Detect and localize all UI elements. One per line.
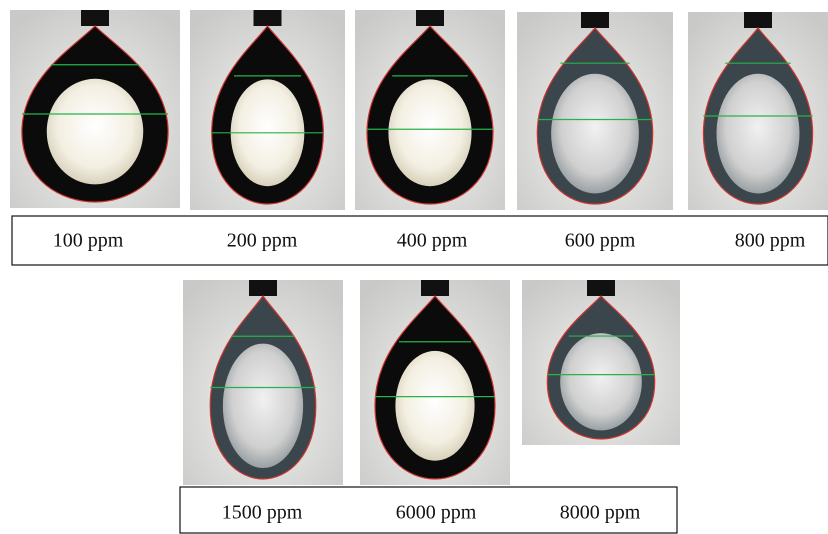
needle <box>421 280 449 296</box>
needle <box>254 10 282 26</box>
needle <box>416 10 444 26</box>
needle <box>587 280 615 296</box>
drop-core <box>560 333 642 430</box>
drop-core <box>388 79 471 186</box>
concentration-label: 200 ppm <box>227 230 298 252</box>
needle <box>249 280 277 296</box>
figure: 100 ppm 200 ppm 400 ppm 600 ppm 800 ppm 1500 … <box>0 0 828 534</box>
drop-image <box>183 280 343 485</box>
concentration-label: 800 ppm <box>735 230 806 252</box>
concentration-label: 100 ppm <box>53 230 124 252</box>
needle <box>81 10 109 26</box>
concentration-label: 600 ppm <box>565 230 636 252</box>
drop-image <box>517 12 673 210</box>
drop-image <box>522 280 680 445</box>
concentration-label: 400 ppm <box>397 230 468 252</box>
concentration-label: 6000 ppm <box>396 502 477 524</box>
drop-core <box>47 79 143 185</box>
drop-core <box>717 74 800 194</box>
drop-core <box>395 351 474 461</box>
needle <box>581 12 609 28</box>
drop-core <box>223 344 303 468</box>
needle <box>744 12 772 28</box>
drop-image <box>190 10 345 210</box>
concentration-label: 8000 ppm <box>560 502 641 524</box>
drop-image <box>10 10 180 208</box>
drop-image <box>360 280 510 485</box>
concentration-label: 1500 ppm <box>222 502 303 524</box>
drop-core <box>551 74 639 194</box>
drop-image <box>355 10 505 210</box>
drop-image <box>688 12 828 210</box>
